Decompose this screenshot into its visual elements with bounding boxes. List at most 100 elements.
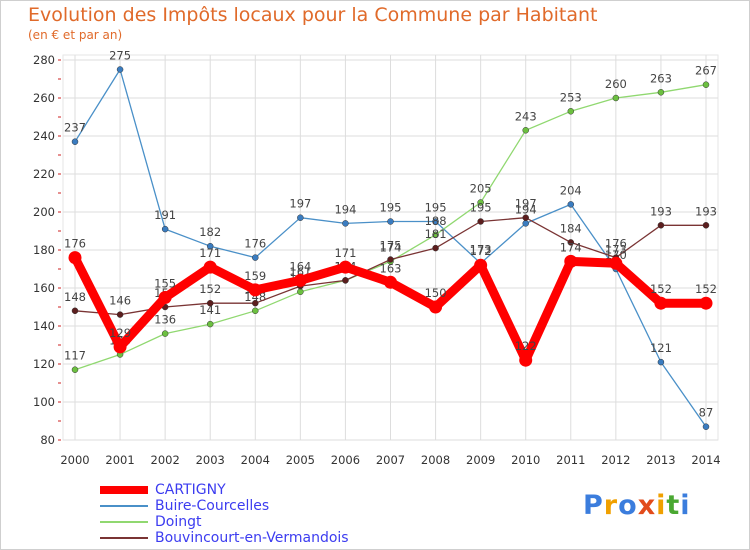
data-point [612,94,620,102]
data-point [702,81,710,88]
data-point [702,222,710,229]
data-point [654,296,668,310]
logo-letter: r [603,490,619,521]
y-tick-label: 200 [33,205,55,219]
data-point [519,353,533,367]
data-label: 181 [425,227,447,241]
y-tick-label: 120 [33,357,55,371]
y-tick-label: 160 [33,281,55,295]
chart-title: Evolution des Impôts locaux pour la Comm… [28,4,598,26]
logo-letter: P [583,490,604,521]
data-label: 243 [515,109,537,123]
data-label: 267 [695,64,717,78]
data-point [68,251,82,265]
data-label: 172 [470,244,492,258]
data-point [338,260,352,274]
data-point [699,296,713,310]
data-label: 117 [64,349,86,363]
data-label: 263 [650,71,672,85]
x-tick-label: 2010 [511,453,540,467]
data-point [522,214,529,221]
data-label: 155 [154,277,176,291]
data-label: 193 [695,204,717,218]
legend-swatch-cartigny [100,486,148,494]
data-label: 152 [695,282,717,296]
legend-swatch-buire-courcelles [100,505,148,507]
data-label: 152 [650,282,672,296]
data-point [252,254,259,261]
data-point [384,275,397,289]
data-point [657,222,665,229]
data-point [564,254,578,268]
data-point [657,89,665,96]
data-label: 122 [515,339,537,353]
data-point [206,299,214,307]
data-point [206,242,214,250]
data-point [161,330,169,337]
legend-label: Doingt [155,514,202,530]
data-point [342,277,349,284]
data-point [567,239,575,246]
x-tick-label: 2012 [601,453,630,467]
data-label: 205 [470,182,492,196]
legend-label: Bouvincourt-en-Vermandois [155,530,349,546]
data-label: 191 [154,208,176,222]
data-point [432,244,439,252]
x-tick-label: 2001 [105,453,134,467]
data-label: 175 [380,239,402,253]
data-point [477,218,484,225]
y-tick-label: 220 [33,167,55,181]
data-point [432,231,439,239]
logo-letter: o [618,490,638,521]
data-point [567,108,575,115]
data-label: 174 [560,240,582,254]
data-label: 194 [515,202,537,216]
data-label: 87 [699,406,714,420]
chart-subtitle: (en € et par an) [28,28,123,42]
data-point [297,288,304,296]
data-label: 184 [560,221,582,235]
data-label: 182 [199,225,221,239]
data-label: 148 [64,290,86,304]
data-label: 174 [380,240,402,254]
y-tick-label: 280 [33,53,55,67]
legend-swatch-bouvincourt [100,537,148,539]
data-label: 163 [380,261,402,275]
data-point [71,366,79,373]
data-point [609,256,623,270]
y-tick-label: 180 [33,243,55,257]
x-tick-label: 2002 [151,453,180,467]
legend-label: Buire-Courcelles [155,498,270,514]
logo-letter: x [637,490,657,521]
data-label: 171 [334,246,356,260]
data-point [161,225,169,233]
data-label: 195 [425,201,447,215]
y-tick-label: 100 [33,395,55,409]
data-point [342,220,349,227]
data-label: 136 [154,313,176,327]
proxiti-logo: Proxiti [583,490,691,521]
data-label: 197 [289,197,311,211]
data-label: 171 [199,246,221,260]
data-point [387,218,394,225]
data-point [657,358,665,366]
data-point [206,320,214,328]
y-tick-label: 140 [33,319,55,333]
legend-swatch-doingt [100,521,148,523]
data-point [477,199,484,206]
data-point [252,299,259,307]
x-tick-label: 2008 [421,453,450,467]
data-label: 176 [605,237,627,251]
data-point [158,291,172,304]
x-tick-label: 2009 [466,453,495,467]
data-point [252,307,259,315]
data-point [71,138,79,145]
x-tick-label: 2004 [241,453,270,467]
data-point [432,218,439,225]
data-label: 159 [244,269,266,283]
data-label: 204 [560,183,582,197]
y-tick-label: 80 [40,433,55,447]
data-label: 194 [334,202,356,216]
data-point [567,201,575,208]
